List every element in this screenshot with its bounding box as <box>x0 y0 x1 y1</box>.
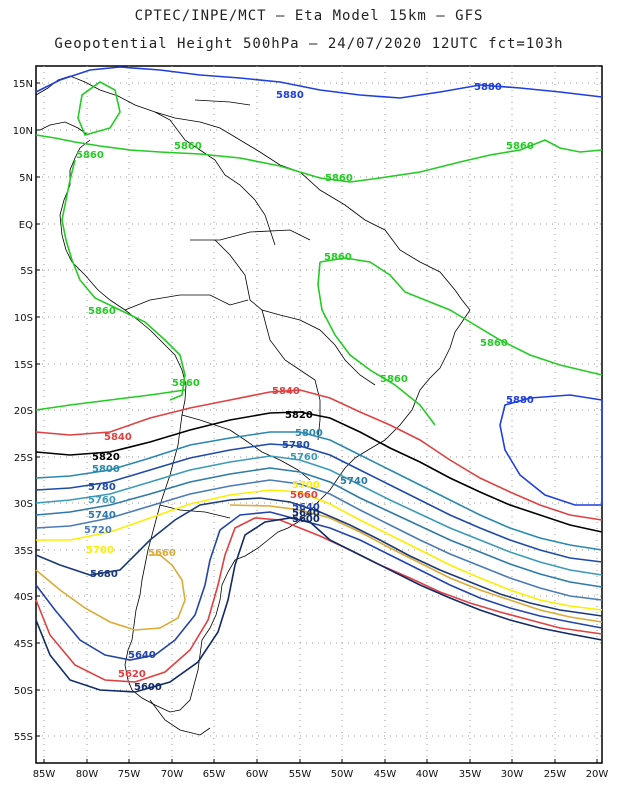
contour-5860-west <box>61 159 186 401</box>
contour-label: 5840 <box>104 432 132 443</box>
lat-label: 55S <box>14 732 33 743</box>
contour-label: 5700 <box>86 545 114 556</box>
contour-label: 5860 <box>325 173 353 184</box>
contour-label: 5760 <box>290 452 318 463</box>
contour-5860-amazon <box>319 257 603 376</box>
contour-5620 <box>35 517 603 683</box>
contour-5860-inland <box>317 261 436 426</box>
contour-label: 5860 <box>380 374 408 385</box>
contour-5820 <box>35 411 603 533</box>
contour-label: 5840 <box>272 386 300 397</box>
contour-5660-b <box>229 504 603 623</box>
lat-label: 20S <box>14 406 33 417</box>
lon-label: 85W <box>33 769 56 780</box>
lon-label: 60W <box>246 769 269 780</box>
lon-label: 35W <box>459 769 482 780</box>
contour-5720 <box>35 479 603 601</box>
contour-5860-sw <box>35 389 186 411</box>
map-frame <box>35 65 603 764</box>
contour-5600 <box>35 517 603 693</box>
contour-label: 5660 <box>148 548 176 559</box>
contour-labels: 5880 5880 5880 5860 5860 5860 5860 5860 … <box>76 82 534 693</box>
contour-label: 5860 <box>324 252 352 263</box>
lon-label: 25W <box>544 769 567 780</box>
lat-label: 15S <box>14 360 33 371</box>
contour-label: 5860 <box>480 338 508 349</box>
contour-label: 5780 <box>282 440 310 451</box>
contour-5660 <box>35 554 186 631</box>
coastline <box>35 75 471 736</box>
contour-label: 5740 <box>340 476 368 487</box>
lat-label: 5S <box>20 266 33 277</box>
lat-label: 40S <box>14 592 33 603</box>
contour-5760 <box>35 455 603 576</box>
contour-label: 5860 <box>172 378 200 389</box>
contour-5800 <box>35 431 603 551</box>
contour-label: 5640 <box>292 508 320 519</box>
contour-label: 5820 <box>285 410 313 421</box>
contour-label: 5880 <box>276 90 304 101</box>
contour-5880 <box>35 66 603 99</box>
contour-label: 5860 <box>506 141 534 152</box>
contour-5840 <box>35 389 603 521</box>
contour-label: 5820 <box>92 452 120 463</box>
contour-5860-north <box>35 134 603 183</box>
graticule <box>36 66 602 763</box>
lon-label: 70W <box>161 769 184 780</box>
contour-label: 5700 <box>292 480 320 491</box>
lon-label: 55W <box>289 769 312 780</box>
contour-label: 5780 <box>88 482 116 493</box>
contour-label: 5740 <box>88 510 116 521</box>
lat-label: 10S <box>14 313 33 324</box>
contour-label: 5720 <box>84 525 112 536</box>
title-line-2: Geopotential Height 500hPa – 24/07/2020 … <box>54 36 564 52</box>
lon-label: 65W <box>203 769 226 780</box>
contour-5700 <box>36 489 603 611</box>
contour-5880-closed <box>499 394 603 506</box>
contour-label: 5620 <box>118 669 146 680</box>
lat-label: 5N <box>19 173 33 184</box>
contour-5740 <box>35 467 603 588</box>
contour-label: 5680 <box>90 569 118 580</box>
contour-label: 5640 <box>292 502 320 513</box>
contour-5860-loop <box>77 81 121 136</box>
contour-label: 5760 <box>88 495 116 506</box>
contour-label: 5640 <box>128 650 156 661</box>
contour-label: 5600 <box>134 682 162 693</box>
contour-5640 <box>35 511 603 661</box>
contour-5780 <box>35 443 603 563</box>
lon-label: 80W <box>76 769 99 780</box>
contour-label: 5880 <box>506 395 534 406</box>
lat-label: 45S <box>14 639 33 650</box>
contour-label: 5860 <box>76 150 104 161</box>
lat-label: 25S <box>14 453 33 464</box>
contour-label: 5860 <box>88 306 116 317</box>
lat-label: 10N <box>13 126 33 137</box>
lon-label: 30W <box>501 769 524 780</box>
contour-label: 5660 <box>290 490 318 501</box>
lon-label: 75W <box>118 769 141 780</box>
lon-label: 50W <box>331 769 354 780</box>
lon-label: 40W <box>416 769 439 780</box>
contour-label: 5600 <box>292 514 320 525</box>
contour-5680 <box>35 497 603 617</box>
lat-label: 35S <box>14 546 33 557</box>
lon-label: 45W <box>374 769 397 780</box>
contour-label: 5880 <box>474 82 502 93</box>
lat-label: EQ <box>19 220 33 231</box>
contour-label: 5800 <box>295 428 323 439</box>
title-line-1: CPTEC/INPE/MCT – Eta Model 15km – GFS <box>134 8 484 24</box>
lon-label: 20W <box>586 769 609 780</box>
lat-label: 15N <box>13 79 33 90</box>
contour-label: 5800 <box>92 464 120 475</box>
lat-label: 30S <box>14 499 33 510</box>
lat-label: 50S <box>14 686 33 697</box>
contour-label: 5860 <box>174 141 202 152</box>
